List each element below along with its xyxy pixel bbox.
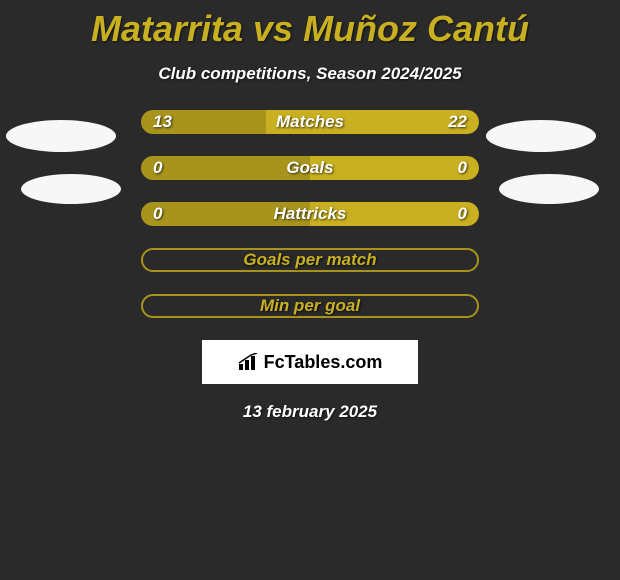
stat-label: Hattricks — [141, 202, 479, 226]
source-logo-label: FcTables.com — [264, 352, 383, 373]
date-line: 13 february 2025 — [0, 402, 620, 422]
stat-label: Goals — [141, 156, 479, 180]
source-logo: FcTables.com — [202, 340, 418, 384]
page-title: Matarrita vs Muñoz Cantú — [0, 0, 620, 50]
stat-label: Matches — [141, 110, 479, 134]
bar-chart-icon — [238, 353, 260, 371]
avatar-left-1 — [21, 174, 121, 204]
stat-row-goals: 0 Goals 0 — [141, 156, 479, 180]
stat-row-goals-per-match: Goals per match — [141, 248, 479, 272]
avatar-left-0 — [6, 120, 116, 152]
stat-label: Goals per match — [143, 250, 477, 270]
stat-rows: 13 Matches 22 0 Goals 0 0 Hattricks 0 Go… — [141, 110, 479, 318]
avatar-right-1 — [499, 174, 599, 204]
stat-label: Min per goal — [143, 296, 477, 316]
stat-row-min-per-goal: Min per goal — [141, 294, 479, 318]
stat-value-right: 22 — [448, 110, 467, 134]
avatar-right-0 — [486, 120, 596, 152]
source-logo-text: FcTables.com — [238, 352, 383, 373]
stat-value-right: 0 — [458, 202, 467, 226]
stat-value-right: 0 — [458, 156, 467, 180]
stat-row-matches: 13 Matches 22 — [141, 110, 479, 134]
stat-row-hattricks: 0 Hattricks 0 — [141, 202, 479, 226]
subtitle: Club competitions, Season 2024/2025 — [0, 64, 620, 84]
